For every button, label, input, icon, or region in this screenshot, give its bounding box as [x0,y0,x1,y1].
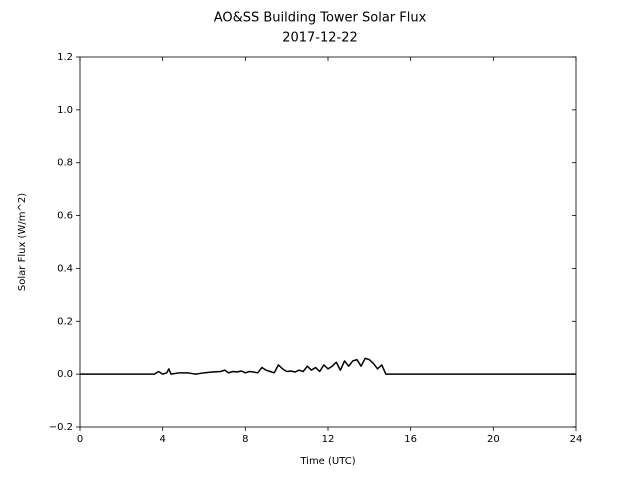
x-tick-label: 12 [322,434,335,445]
x-tick-label: 24 [570,434,583,445]
y-axis-label: Solar Flux (W/m^2) [17,193,28,291]
x-axis-label: Time (UTC) [299,456,355,467]
x-tick-label: 8 [242,434,248,445]
x-tick-label: 20 [487,434,500,445]
y-tick-label: 1.2 [57,52,73,63]
y-tick-label: 0.2 [57,316,73,327]
data-line [80,357,576,375]
x-tick-label: 16 [404,434,417,445]
x-tick-label: 0 [77,434,83,445]
y-tick-label: 0.4 [57,263,73,274]
y-tick-label: 0.8 [57,158,73,169]
y-tick-label: 1.0 [57,105,73,116]
chart-subtitle: 2017-12-22 [282,31,358,46]
y-tick-label: −0.2 [49,422,73,433]
y-tick-label: 0.0 [57,369,73,380]
y-tick-label: 0.6 [57,211,73,222]
chart-title: AO&SS Building Tower Solar Flux [214,11,427,26]
x-tick-label: 4 [159,434,165,445]
